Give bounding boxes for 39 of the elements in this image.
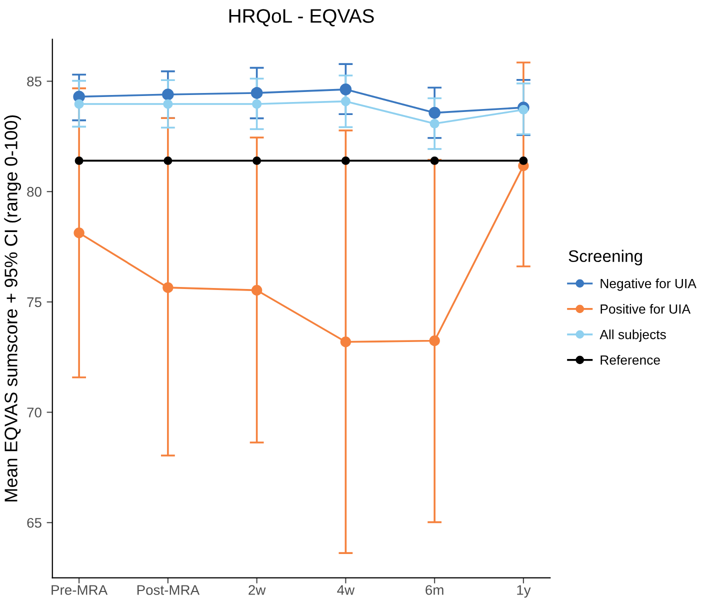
x-tick-label: 1y <box>517 585 531 598</box>
point <box>341 156 350 165</box>
point <box>340 96 350 106</box>
point <box>430 118 440 128</box>
point <box>429 335 440 346</box>
x-tick-label: Post-MRA <box>137 585 200 595</box>
point <box>252 99 262 109</box>
point <box>163 99 173 109</box>
point <box>74 99 84 109</box>
point <box>164 156 172 165</box>
point <box>252 156 262 165</box>
y-tick-label: 65 <box>27 518 42 528</box>
point <box>518 104 528 115</box>
legend-title: Screening <box>568 250 642 266</box>
x-tick-label: 6m <box>426 585 444 595</box>
x-tick-label: 2w <box>248 585 266 595</box>
x-tick-label: Pre-MRA <box>52 585 108 595</box>
point <box>340 84 352 96</box>
y-tick-label: 80 <box>27 186 42 197</box>
point <box>519 156 528 165</box>
y-tick-label: 70 <box>27 408 42 418</box>
chart-title: HRQoL - EQVAS <box>229 9 374 26</box>
point <box>428 106 440 119</box>
point <box>74 156 84 165</box>
x-tick-label: 4w <box>337 585 355 595</box>
point <box>430 156 439 165</box>
point <box>162 88 174 100</box>
point <box>251 284 262 296</box>
point <box>340 336 352 348</box>
legend-label: Positive for UIA <box>600 304 691 314</box>
legend-label: Reference <box>600 355 660 365</box>
point <box>74 228 84 238</box>
legend-label: All subjects <box>600 330 666 342</box>
point <box>162 282 174 293</box>
y-tick-label: 85 <box>27 76 42 86</box>
point <box>250 87 263 99</box>
y-tick-label: 75 <box>27 297 42 308</box>
legend-label: Negative for UIA <box>600 278 696 291</box>
y-axis-title: Mean EQVAS sumscore + 95% CI (range 0-100) <box>4 115 21 502</box>
